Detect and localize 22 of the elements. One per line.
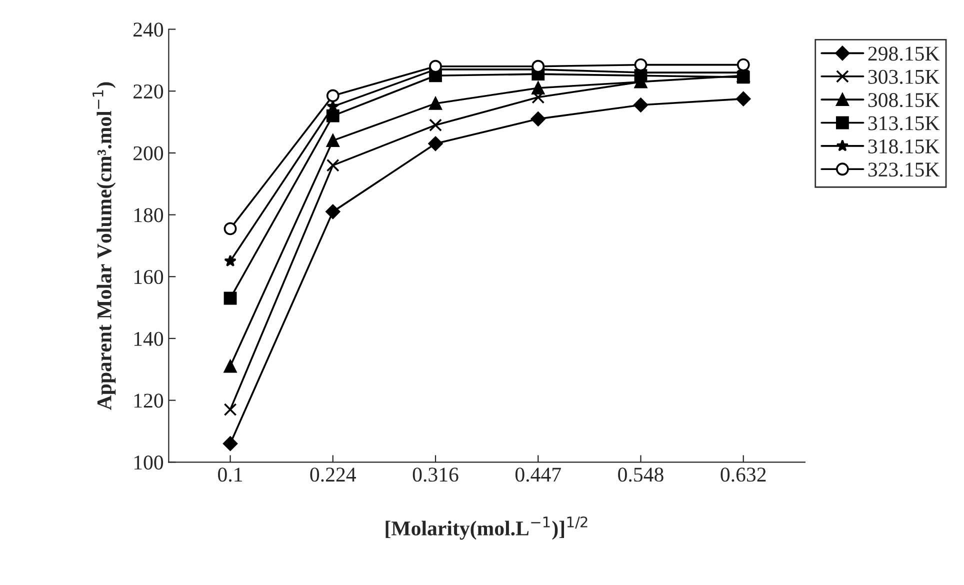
x-tick-label: 0.632 [720, 468, 766, 482]
legend-label: 313.15K [868, 116, 940, 130]
x-tick-label: 0.548 [618, 468, 664, 482]
y-tick-label: 100 [134, 456, 164, 470]
y-tick-label: 200 [134, 146, 164, 160]
legend-label: 323.15K [868, 162, 940, 177]
y-tick-label: 140 [134, 332, 164, 346]
x-tick-label: 0.316 [412, 468, 458, 482]
y-tick-label: 120 [134, 394, 164, 408]
x-tick-label: 0.224 [310, 468, 356, 482]
y-tick-label: 180 [134, 208, 164, 222]
y-tick-label: 240 [134, 22, 164, 37]
x-tick-label: 0.1 [218, 468, 242, 482]
y-tick-label: 160 [134, 270, 164, 284]
y-axis-title: Apparent Molar Volume(cm³.mol$^{−1}$) [92, 82, 116, 410]
x-axis-title: [Molarity(mol.L$^{−1}$)]$^{1/2}$ [386, 516, 588, 540]
legend-label: 303.15K [868, 70, 940, 84]
legend-label: 308.15K [868, 93, 940, 108]
y-tick-label: 220 [134, 84, 164, 99]
x-tick-label: 0.447 [515, 468, 561, 482]
legend-label: 318.15K [868, 139, 940, 154]
legend-label: 298.15K [868, 46, 940, 61]
